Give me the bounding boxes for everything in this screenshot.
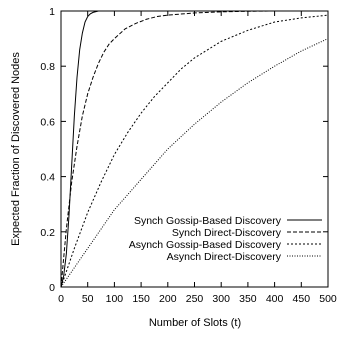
series-line-2 — [60, 10, 328, 288]
x-axis-label: Number of Slots (t) — [149, 317, 241, 329]
x-tick-label: 0 — [58, 293, 64, 305]
y-tick-label: 0.6 — [40, 116, 55, 128]
y-tick-label: 0.2 — [40, 227, 55, 239]
series-line-4 — [60, 38, 329, 288]
legend-label-3: Asynch Gossip-Based Discovery — [129, 239, 282, 251]
x-tick-label: 500 — [319, 293, 337, 305]
series-lines — [60, 10, 329, 288]
y-ticks: 0 0.2 0.4 0.6 0.8 1 — [40, 6, 328, 294]
x-ticks: 0 50 100 150 200 250 300 350 400 450 500 — [58, 11, 337, 305]
y-tick-label: 0.8 — [40, 61, 55, 73]
x-tick-label: 100 — [106, 293, 124, 305]
x-tick-label: 250 — [186, 293, 204, 305]
legend-label-4: Asynch Direct-Discovery — [167, 251, 282, 263]
legend-label-2: Synch Direct-Discovery — [172, 227, 282, 239]
y-tick-label: 0.4 — [40, 172, 55, 184]
x-tick-label: 200 — [159, 293, 177, 305]
y-tick-label: 0 — [49, 282, 55, 294]
x-tick-label: 450 — [293, 293, 311, 305]
y-axis-label: Expected Fraction of Discovered Nodes — [10, 52, 22, 246]
x-tick-label: 300 — [212, 293, 230, 305]
x-tick-label: 350 — [239, 293, 257, 305]
x-tick-label: 150 — [132, 293, 150, 305]
y-tick-label: 1 — [49, 6, 55, 18]
legend-label-1: Synch Gossip-Based Discovery — [134, 215, 282, 227]
x-tick-label: 50 — [82, 293, 94, 305]
x-tick-label: 400 — [266, 293, 284, 305]
series-line-3 — [60, 14, 329, 288]
